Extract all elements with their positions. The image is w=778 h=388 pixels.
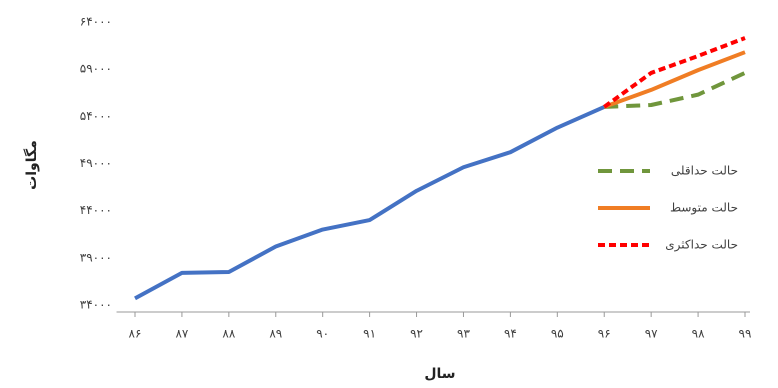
x-tick-label: ۹۷ — [645, 327, 658, 341]
line-series — [603, 36, 746, 109]
y-tick-label: ۳۴۰۰۰ — [80, 298, 112, 312]
y-tick-label: ۴۴۰۰۰ — [80, 203, 112, 217]
x-tick-label: ۸۸ — [222, 327, 235, 341]
x-tick-label: ۸۶ — [129, 327, 142, 341]
x-tick-label: ۹۵ — [551, 327, 564, 341]
y-tick-label: ۵۹۰۰۰ — [80, 62, 112, 76]
y-tick-label: ۵۴۰۰۰ — [80, 109, 112, 123]
line-series — [603, 50, 746, 109]
x-tick-label: ۹۳ — [457, 327, 470, 341]
x-tick-label: ۸۹ — [269, 327, 282, 341]
x-tick-label: ۹۸ — [692, 327, 705, 341]
line-series — [604, 71, 746, 109]
x-axis-title: سال — [424, 366, 455, 382]
legend-label: حالت متوسط — [670, 201, 738, 216]
x-tick-label: ۹۴ — [504, 327, 517, 341]
x-tick-label: ۹۲ — [410, 327, 423, 341]
y-tick-label: ۴۹۰۰۰ — [80, 156, 112, 170]
y-axis-title: مگاوات — [23, 140, 40, 190]
x-tick-label: ۹۹ — [739, 327, 752, 341]
x-tick-label: ۹۶ — [598, 327, 611, 341]
x-tick-label: ۸۷ — [175, 327, 188, 341]
x-tick-label: ۹۰ — [316, 327, 329, 341]
legend-label: حالت حداقلی — [671, 164, 738, 178]
y-tick-label: ۶۴۰۰۰ — [80, 15, 112, 29]
x-tick-label: ۹۱ — [363, 327, 376, 341]
y-tick-label: ۳۹۰۰۰ — [80, 250, 112, 264]
line-series — [134, 105, 606, 301]
legend-label: حالت حداکثری — [665, 238, 738, 253]
